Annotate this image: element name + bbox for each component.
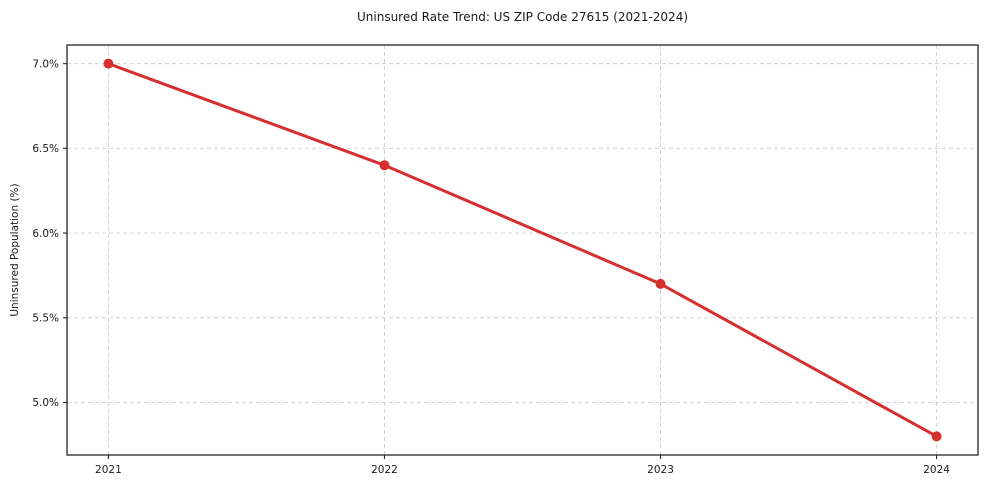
gridlines-layer <box>67 45 978 455</box>
x-tick-label: 2021 <box>95 464 122 476</box>
data-point-marker <box>931 431 942 442</box>
x-tick-label: 2022 <box>371 464 398 476</box>
data-point-marker <box>379 160 390 171</box>
axes-frame <box>66 44 979 456</box>
data-series-layer <box>103 58 942 442</box>
y-tick-label: 5.0% <box>32 397 59 409</box>
chart-title: Uninsured Rate Trend: US ZIP Code 27615 … <box>357 10 688 24</box>
y-tick-label: 7.0% <box>32 58 59 70</box>
x-tick-label: 2024 <box>923 464 950 476</box>
y-tick-label: 6.0% <box>32 228 59 240</box>
axes-frame-layer <box>66 44 979 456</box>
trend-line <box>106 62 939 438</box>
data-point-marker <box>103 58 114 69</box>
y-tick-label: 6.5% <box>32 143 59 155</box>
y-axis-title: Uninsured Population (%) <box>9 183 21 316</box>
tick-labels-layer: 5.0% 5.5% 6.0% 6.5% 7.0% 2021 2022 2023 2024 <box>32 58 950 476</box>
x-tick-label: 2023 <box>647 464 674 476</box>
data-point-marker <box>655 278 666 289</box>
y-tick-label: 5.5% <box>32 312 59 324</box>
